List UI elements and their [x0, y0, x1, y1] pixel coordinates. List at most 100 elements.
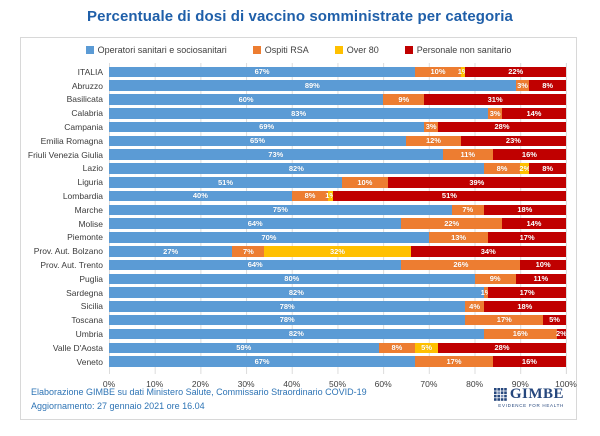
chart-row: Lazio 82% 8% 2% 8%	[21, 162, 566, 176]
bar-segment: 69%	[109, 121, 425, 133]
stacked-bar: 51% 10% 39%	[109, 177, 566, 188]
bar-segment: 23%	[460, 135, 566, 147]
bar-segment-label: 26%	[453, 260, 469, 270]
x-axis-tick: 50%	[328, 379, 347, 389]
bar-segment-label: 16%	[521, 356, 537, 366]
bar-segment: 26%	[401, 259, 521, 271]
bar-segment-label: 27%	[163, 246, 179, 256]
row-plot: 82% 1% 17%	[109, 287, 566, 298]
row-plot: 78% 4% 18%	[109, 301, 566, 312]
gimbe-logo: GIMBE EVIDENCE FOR HEALTH	[493, 386, 564, 408]
bar-segment-label: 34%	[480, 246, 496, 256]
bar-segment: 78%	[109, 301, 466, 312]
bar-segment: 51%	[332, 190, 566, 202]
stacked-bar: 67% 10% 1% 22%	[109, 66, 566, 78]
category-label: Toscana	[71, 315, 103, 326]
bar-segment-label: 4%	[469, 301, 480, 311]
bar-segment: 18%	[483, 204, 566, 216]
chart-row: ITALIA 67% 10% 1% 22%	[21, 65, 566, 79]
bar-segment: 17%	[488, 287, 566, 298]
bar-segment: 2%	[519, 163, 530, 174]
bar-segment-label: 13%	[451, 232, 467, 242]
bar-segment-label: 82%	[288, 163, 304, 173]
row-plot: 78% 17% 5%	[109, 314, 566, 326]
bar-segment-label: 1%	[480, 287, 492, 297]
stacked-bar: 78% 4% 18%	[109, 301, 566, 312]
row-plot: 70% 13% 17%	[109, 232, 566, 243]
bar-segment: 22%	[401, 218, 502, 229]
bar-segment: 28%	[438, 342, 566, 354]
bar-segment: 82%	[109, 328, 484, 340]
stacked-bar: 59% 8% 5% 28%	[109, 342, 566, 354]
chart-container: Operatori sanitari e sociosanitari Ospiti…	[20, 37, 577, 420]
bar-segment: 80%	[109, 273, 475, 285]
stacked-bar: 69% 3% 28%	[109, 121, 566, 133]
legend-label: Personale non sanitario	[416, 45, 512, 55]
bar-segment-label: 14%	[526, 108, 542, 118]
chart-row: Veneto 67% 17% 16%	[21, 355, 566, 369]
bar-segment-label: 8%	[542, 163, 554, 173]
bar-segment: 17%	[488, 232, 566, 243]
category-label: Prov. Aut. Bolzano	[33, 246, 103, 257]
row-plot: 40% 8% 1% 51%	[109, 190, 566, 202]
bar-segment-label: 78%	[279, 315, 295, 325]
category-label: Prov. Aut. Trento	[40, 260, 103, 271]
chart-row: Calabria 83% 3% 14%	[21, 106, 566, 120]
stacked-bar: 65% 12% 23%	[109, 135, 566, 147]
bar-segment-label: 7%	[462, 205, 474, 215]
chart-legend: Operatori sanitari e sociosanitari Ospiti…	[21, 45, 576, 55]
update-timestamp: Aggiornamento: 27 gennaio 2021 ore 16.04	[31, 400, 205, 411]
row-plot: 89% 3% 8%	[109, 80, 566, 91]
bar-segment-label: 5%	[549, 315, 560, 325]
stacked-bar: 60% 9% 31%	[109, 94, 566, 105]
bar-segment-label: 17%	[496, 315, 512, 325]
bar-segment: 32%	[264, 246, 411, 257]
bar-segment: 18%	[483, 301, 566, 312]
stacked-bar: 64% 22% 14%	[109, 218, 566, 229]
bar-segment-label: 70%	[261, 232, 277, 242]
x-axis-tick: 90%	[511, 379, 529, 389]
bar-segment-label: 75%	[272, 205, 288, 215]
source-note: Elaborazione GIMBE su dati Ministero Sal…	[31, 387, 367, 397]
bar-segment: 9%	[383, 94, 425, 105]
stacked-bar: 67% 17% 16%	[109, 356, 566, 367]
x-axis-tick: 40%	[283, 379, 301, 389]
bar-segment-label: 64%	[247, 260, 263, 270]
category-label: Umbria	[75, 329, 103, 340]
bar-segment: 14%	[502, 108, 566, 119]
legend-item: Over 80	[334, 45, 379, 55]
bar-segment: 78%	[109, 314, 466, 326]
stacked-bar: 82% 1% 17%	[109, 287, 566, 298]
bar-segment-label: 5%	[421, 343, 433, 353]
bar-segment: 64%	[109, 218, 402, 229]
bar-segment: 67%	[109, 356, 416, 367]
row-plot: 51% 10% 39%	[109, 177, 566, 188]
bar-segment-label: 64%	[247, 218, 263, 228]
x-axis-tick: 0%	[102, 379, 116, 389]
bar-segment: 64%	[109, 259, 402, 271]
bar-segment: 5%	[415, 342, 439, 354]
bar-segment: 16%	[483, 328, 557, 340]
bar-segment-label: 28%	[494, 122, 510, 132]
chart-row: Marche 75% 7% 18%	[21, 203, 566, 217]
bar-segment: 1%	[325, 190, 336, 202]
bar-segment-label: 16%	[521, 149, 537, 159]
bar-segment-label: 17%	[446, 356, 462, 366]
x-axis-tick: 20%	[191, 379, 209, 389]
bar-segment-label: 73%	[268, 149, 284, 159]
bar-segment: 12%	[406, 135, 461, 147]
bar-segment-label: 2%	[555, 329, 567, 339]
row-plot: 64% 22% 14%	[109, 218, 566, 229]
row-plot: 59% 8% 5% 28%	[109, 342, 566, 354]
category-label: Abruzzo	[71, 80, 103, 91]
chart-row: Valle D'Aosta 59% 8% 5% 28%	[21, 341, 566, 355]
legend-swatch-icon	[85, 46, 94, 54]
chart-row: Puglia 80% 9% 11%	[21, 272, 566, 286]
chart-row: Molise 64% 22% 14%	[21, 217, 566, 231]
stacked-bar: 70% 13% 17%	[109, 232, 566, 243]
stacked-bar: 40% 8% 1% 51%	[109, 190, 566, 202]
bar-segment: 8%	[291, 190, 329, 202]
x-axis-tick: 100%	[555, 379, 577, 389]
bar-segment: 28%	[438, 121, 566, 133]
category-label: Marche	[74, 204, 103, 215]
